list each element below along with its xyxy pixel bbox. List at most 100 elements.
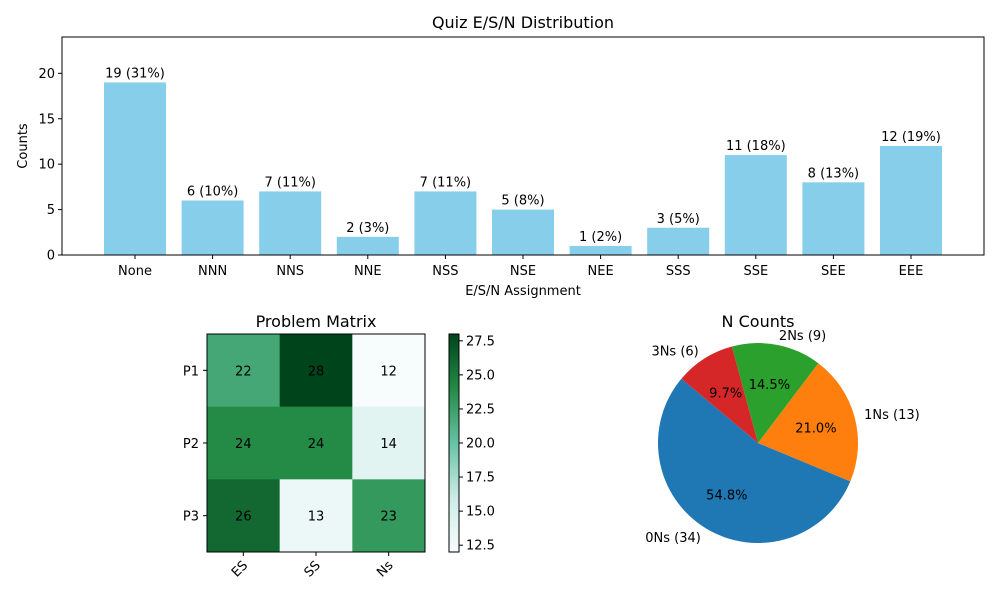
heatmap-column-label: Ns [374,558,396,580]
bar-chart-y-ticks: 0 5 10 15 20 [38,67,62,264]
heatmap-colorbar [448,333,460,553]
colorbar-tick-label: 17.5 [466,471,495,486]
pie-slices [658,343,858,544]
bar-chart-x-ticks: None NNN NNS NNE NSS NSE NEE SSS SSE SEE EEE [118,255,923,279]
bar-data-label: 19 (31%) [105,66,165,81]
pie-percent-label: 14.5% [749,378,790,393]
bar [414,191,477,255]
heatmap-cell-label: 14 [380,437,397,452]
x-tick-label: SSS [666,264,691,279]
bar-data-label: 3 (5%) [657,212,700,227]
bar [647,227,710,255]
pie-outer-label: 3Ns (6) [651,344,698,359]
bar-data-label: 8 (13%) [808,166,859,181]
bar-data-label: 12 (19%) [881,130,941,145]
heatmap-row-labels: P1 P2 P3 [183,364,207,525]
heatmap-cell [207,334,281,408]
bar-chart-title: Quiz E/S/N Distribution [432,13,614,32]
pie-percent-label: 9.7% [709,386,742,401]
x-tick-label: EEE [899,264,924,279]
bar-chart: Quiz E/S/N Distribution 0 5 10 15 20 None NNN… [16,13,985,299]
colorbar-tick-label: 25.0 [466,368,495,383]
heatmap-cell-label: 24 [235,437,252,452]
bar-data-label: 1 (2%) [579,230,622,245]
bar-chart-xlabel: E/S/N Assignment [465,284,581,299]
pie-slice [658,378,851,544]
heatmap-cell [352,334,426,408]
heatmap-cell-label: 28 [308,364,325,379]
pie-percent-label: 54.8% [706,488,747,503]
bar [724,155,787,255]
heatmap-cell-label: 12 [380,364,397,379]
bar [880,146,942,255]
heatmap-cell-label: 24 [308,437,325,452]
heatmap-row-label: P1 [183,364,199,379]
colorbar-tick-label: 20.0 [466,437,495,452]
bar [569,245,632,255]
bar-data-label: 5 (8%) [501,194,544,209]
bar-chart-bars [104,82,942,256]
bar [802,182,865,255]
bar [181,200,244,255]
heatmap-cell [352,479,426,553]
y-tick-label: 0 [47,249,55,264]
colorbar-tick-label: 27.5 [466,334,495,349]
heatmap-cell-label: 23 [380,510,397,525]
heatmap-title: Problem Matrix [256,312,377,331]
x-tick-label: NEE [588,264,614,279]
bar-data-label: 7 (11%) [264,175,315,190]
heatmap-cell [279,406,353,480]
bar-chart-frame [61,36,985,256]
heatmap-cells: 22 28 12 24 24 14 26 13 23 [207,334,426,553]
pie-slice [681,346,758,443]
heatmap-colorbar-ticks: 12.5 15.0 17.5 20.0 22.5 25.0 27.5 [459,334,495,554]
pie-outer-label: 2Ns (9) [779,329,826,344]
heatmap-cell [207,479,281,553]
heatmap-column-label: ES [229,558,251,580]
pie-percent-label: 21.0% [795,421,836,436]
pie-percent-labels: 54.8% 21.0% 14.5% 9.7% [706,378,836,503]
heatmap-cell-label: 13 [308,510,325,525]
pie-slice [731,343,819,443]
bar [104,82,166,256]
x-tick-label: NSE [510,264,536,279]
bar [336,236,399,255]
heatmap-cell-label: 22 [235,364,252,379]
heatmap-column-label: SS [302,558,324,580]
bar-data-label: 2 (3%) [346,221,389,236]
y-tick-label: 20 [38,67,55,82]
pie-slice [758,363,858,482]
pie-outer-label: 0Ns (34) [645,531,701,546]
bar-data-label: 6 (10%) [187,185,238,200]
x-tick-label: NSS [432,264,458,279]
colorbar-tick-label: 12.5 [466,539,495,554]
bar-data-label: 7 (11%) [420,175,471,190]
x-tick-label: NNE [354,264,382,279]
x-tick-label: SEE [821,264,846,279]
pie-chart: N Counts 54.8% 21.0% 14.5% 9.7% 0Ns (34) 1Ns… [645,312,919,546]
bar [259,191,322,255]
pie-outer-labels: 0Ns (34) 1Ns (13) 2Ns (9) 3Ns (6) [645,329,919,546]
y-tick-label: 10 [38,158,55,173]
y-tick-label: 15 [38,112,55,127]
heatmap-cell [279,334,353,408]
bar-chart-data-labels: 19 (31%) 6 (10%) 7 (11%) 2 (3%) 7 (11%) 5 (8%… [105,66,941,245]
colorbar-tick-label: 22.5 [466,402,495,417]
heatmap-frame [206,333,426,553]
pie-outer-label: 1Ns (13) [864,408,920,423]
heatmap-row-label: P2 [183,437,199,452]
x-tick-label: SSE [743,264,768,279]
x-tick-label: None [118,264,152,279]
x-tick-label: NNS [276,264,304,279]
pie-title: N Counts [722,312,795,331]
heatmap-column-labels: ES SS Ns [229,552,397,581]
heatmap-cell [207,406,281,480]
heatmap-chart: Problem Matrix 22 28 12 24 24 14 26 13 23 P1 P2 P3… [183,312,495,581]
heatmap-cell [352,406,426,480]
x-tick-label: NNN [198,264,227,279]
heatmap-cell-label: 26 [235,510,252,525]
bar-chart-ylabel: Counts [16,123,31,169]
heatmap-row-label: P3 [183,510,199,525]
colorbar-tick-label: 15.0 [466,505,495,520]
